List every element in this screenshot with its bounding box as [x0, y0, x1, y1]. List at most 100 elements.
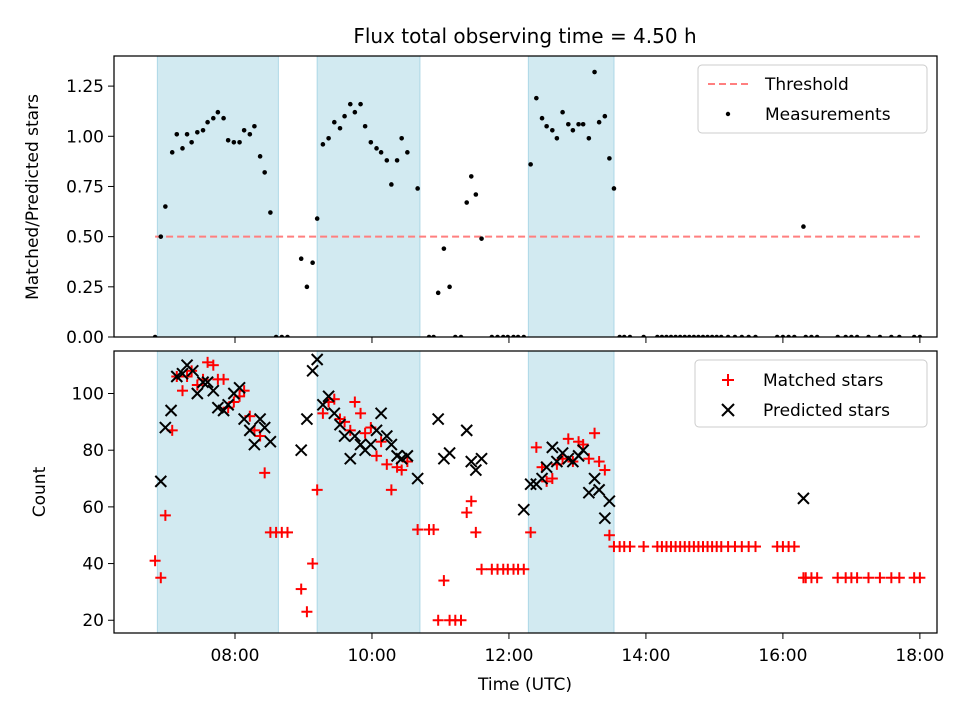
measurement-point	[560, 109, 565, 115]
measurement-point	[180, 146, 185, 151]
top-x-ticks	[234, 337, 921, 343]
matched-star-marker	[914, 572, 926, 584]
predicted-star-marker	[253, 412, 267, 426]
predicted-star-marker	[344, 452, 357, 465]
bottom-y-tick-label: 20	[82, 611, 104, 631]
predicted-star-marker	[370, 424, 383, 437]
predicted-star-marker	[154, 475, 168, 488]
measurement-point	[205, 119, 210, 125]
measurement-point	[592, 69, 597, 75]
matched-star-marker	[149, 555, 161, 567]
measurement-point	[441, 246, 447, 251]
measurement-point	[314, 216, 320, 221]
predicted-star-marker	[338, 429, 351, 443]
predicted-star-marker	[364, 438, 378, 451]
top-y-axis-label: Matched/Predicted stars	[23, 94, 43, 300]
matched-star-marker	[412, 524, 424, 536]
matched-star-marker	[577, 439, 589, 451]
matched-star-marker	[863, 572, 875, 584]
measurement-point	[479, 236, 484, 241]
observing-window-band	[527, 56, 615, 337]
x-tick-label: 14:00	[621, 646, 670, 666]
measurement-point	[252, 123, 257, 129]
top-y-tick-label: 1.25	[66, 77, 104, 97]
top-legend-box	[697, 64, 928, 134]
matched-star-marker	[874, 572, 886, 584]
bottom-y-ticks: 20 40 60 80 100	[72, 385, 114, 631]
measurement-point	[189, 140, 194, 145]
bottom-y-tick-label: 100	[72, 385, 104, 405]
predicted-star-marker	[201, 375, 214, 389]
measurement-point	[550, 127, 555, 133]
matched-star-marker	[476, 563, 488, 575]
bottom-y-tick-label: 40	[82, 555, 104, 575]
matched-star-marker	[638, 541, 650, 553]
measurement-point	[378, 150, 384, 155]
legend-measurements-label: Measurements	[765, 105, 891, 125]
matched-star-marker	[562, 433, 574, 445]
bottom-panel: 20 40 60 80 100 08:00 10:00 12:00 14:00 16:00 18:…	[30, 350, 944, 695]
matched-star-marker	[589, 427, 601, 439]
measurement-point	[200, 127, 206, 133]
x-tick-label: 16:00	[758, 646, 807, 666]
top-y-tick-label: 0.00	[66, 328, 104, 348]
predicted-star-marker	[294, 443, 308, 457]
predicted-star-marker	[322, 390, 335, 403]
matched-star-marker	[371, 450, 383, 462]
measurement-point	[473, 192, 479, 197]
matched-star-marker	[238, 385, 250, 397]
top-y-tick-label: 0.50	[66, 228, 104, 248]
matched-star-marker	[541, 475, 553, 487]
matched-star-marker	[455, 614, 467, 626]
matched-star-marker	[428, 524, 440, 536]
measurement-point	[237, 140, 242, 145]
chart-title: Flux total observing time = 4.50 h	[353, 24, 696, 48]
predicted-star-marker	[576, 443, 590, 457]
matched-star-marker	[301, 606, 313, 618]
measurement-point	[211, 115, 216, 121]
predicted-star-marker	[328, 407, 341, 420]
predicted-star-marker	[310, 353, 324, 366]
predicted-star-marker	[196, 375, 210, 389]
predicted-star-marker	[443, 446, 456, 460]
measurement-point	[169, 150, 175, 155]
bottom-legend: Matched stars Predicted stars	[694, 359, 928, 428]
measurement-point	[241, 127, 247, 133]
measurement-point	[195, 129, 200, 135]
matched-star-marker	[603, 529, 615, 541]
matched-star-marker	[811, 572, 823, 584]
matched-star-marker	[259, 467, 271, 479]
predicted-star-marker	[517, 503, 530, 516]
measurement-point	[163, 204, 168, 209]
top-y-tick-label: 1.00	[66, 127, 104, 147]
legend-predicted-swatch	[721, 403, 735, 417]
measurement-point	[435, 290, 441, 296]
legend-matched-label: Matched stars	[763, 371, 883, 391]
measurement-point	[268, 210, 273, 215]
matched-star-marker	[461, 507, 473, 519]
observing-window-band	[156, 351, 279, 633]
measurement-point	[320, 142, 326, 147]
observing-window-band	[156, 56, 279, 337]
matched-star-marker	[159, 509, 171, 521]
bottom-y-axis-label: Count	[30, 466, 50, 517]
predicted-star-marker	[582, 486, 596, 499]
legend-matched-swatch	[722, 374, 734, 386]
matched-star-marker	[176, 385, 188, 397]
matched-star-marker	[155, 572, 167, 584]
measurement-point	[394, 158, 400, 163]
measurement-point	[399, 135, 404, 141]
measurement-point	[801, 224, 806, 229]
matched-star-marker	[465, 495, 477, 507]
predicted-star-marker	[411, 472, 424, 485]
matched-star-marker	[893, 572, 905, 584]
top-axes-frame	[113, 55, 938, 338]
predicted-star-marker	[540, 460, 553, 474]
measurement-point	[326, 135, 331, 141]
measurement-point	[368, 140, 374, 145]
matched-star-marker	[375, 436, 387, 448]
predicted-star-marker	[546, 441, 559, 454]
measurement-point	[534, 95, 539, 101]
bottom-y-tick-label: 60	[82, 498, 104, 518]
predicted-star-marker	[592, 483, 606, 497]
